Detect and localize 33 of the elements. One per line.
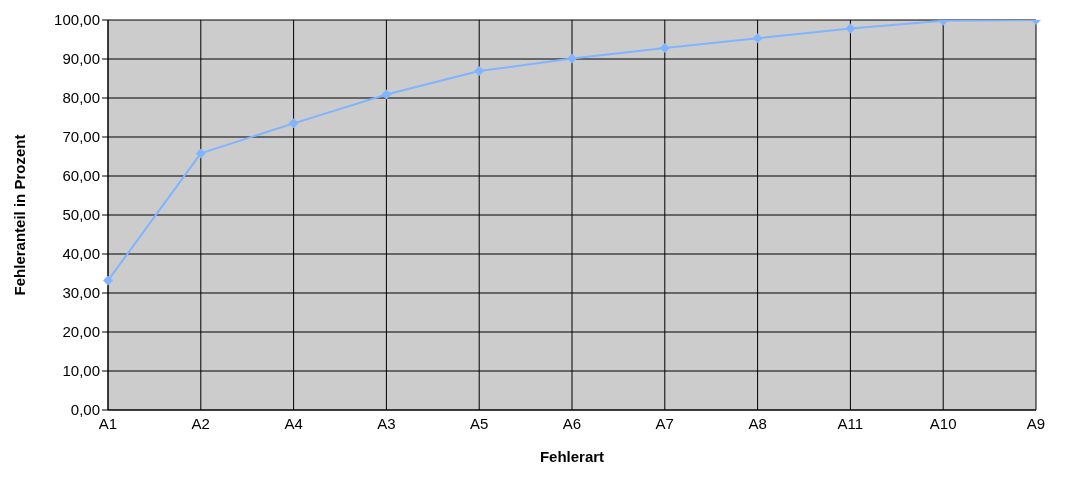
point	[474, 66, 485, 77]
x-tick-label: A8	[748, 414, 767, 432]
point	[752, 33, 763, 44]
point	[567, 53, 577, 64]
y-tick-label: 80,00	[62, 89, 100, 107]
point	[381, 89, 392, 100]
point	[288, 118, 299, 129]
x-tick-label: A5	[470, 414, 489, 432]
x-tick-label: A4	[284, 414, 303, 432]
y-tick-label: 10,00	[62, 362, 100, 380]
x-axis-title: Fehlerart	[539, 448, 605, 465]
y-tick-label: 100,00	[54, 11, 100, 29]
x-tick-label: A6	[562, 414, 582, 432]
point	[659, 43, 670, 54]
point	[103, 275, 113, 286]
x-tick-label: A10	[929, 414, 957, 432]
y-axis-title: Fehleranteil in Prozent	[11, 134, 29, 296]
y-tick-label: 0,00	[70, 401, 100, 419]
x-tick-label: A9	[1026, 414, 1046, 432]
y-tick-label: 30,00	[62, 284, 100, 302]
point	[195, 148, 206, 159]
y-tick-label: 60,00	[62, 167, 100, 185]
x-tick-label: A1	[98, 414, 118, 432]
x-tick-label: A2	[191, 414, 210, 432]
y-tick-label: 90,00	[62, 50, 100, 68]
y-tick-label: 50,00	[62, 206, 100, 224]
y-tick-label: 70,00	[62, 128, 100, 146]
y-tick-label: 20,00	[62, 323, 100, 341]
y-tick-label: 40,00	[62, 245, 100, 263]
x-tick-label: A7	[655, 414, 674, 432]
x-tick-label: A11	[837, 414, 864, 432]
x-tick-label: A3	[377, 414, 396, 432]
point	[845, 23, 856, 34]
